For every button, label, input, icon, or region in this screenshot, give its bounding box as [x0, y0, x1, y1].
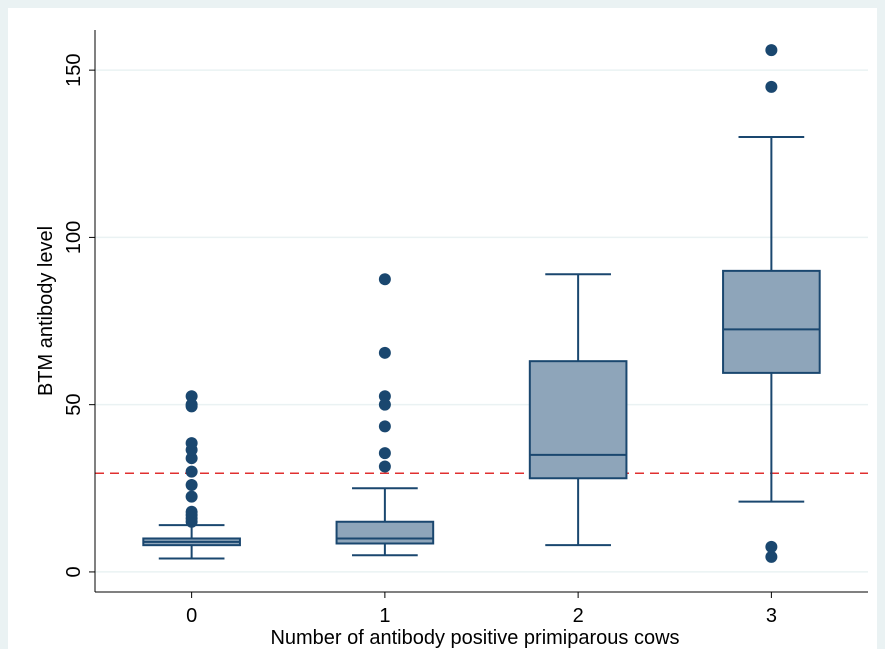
outlier-point: [378, 460, 391, 473]
outlier-point: [378, 273, 391, 286]
box-category-1: [335, 273, 435, 557]
outlier-point: [185, 452, 198, 465]
y-tick-label: 50: [63, 394, 85, 416]
outlier-point: [378, 398, 391, 411]
outlier-point: [185, 505, 198, 518]
x-tick-label: 3: [766, 605, 777, 627]
outlier-point: [185, 490, 198, 503]
x-tick-label: 2: [573, 605, 584, 627]
interquartile-box: [722, 269, 821, 374]
boxes-group: [142, 44, 821, 563]
box-category-2: [528, 273, 628, 547]
y-tick-label: 100: [63, 221, 85, 254]
box-category-3: [722, 44, 821, 563]
outlier-point: [378, 390, 391, 403]
outlier-point: [378, 420, 391, 433]
outlier-point: [765, 540, 778, 553]
interquartile-box: [335, 520, 435, 545]
axes-group: [94, 30, 868, 593]
outlier-point: [765, 550, 778, 563]
outlier-point: [185, 478, 198, 491]
outlier-point: [185, 390, 198, 403]
outlier-point: [185, 465, 198, 478]
interquartile-box: [528, 360, 628, 480]
x-tick-label: 0: [186, 605, 197, 627]
box-category-0: [142, 390, 241, 560]
outlier-point: [378, 346, 391, 359]
y-tick-label: 150: [63, 53, 85, 86]
outlier-point: [185, 398, 198, 411]
x-axis-title: Number of antibody positive primiparous …: [270, 627, 679, 649]
gridlines: [95, 69, 868, 573]
y-axis-title: BTM antibody level: [35, 226, 57, 396]
outlier-point: [765, 80, 778, 93]
outlier-point: [765, 44, 778, 57]
ticks-group: 0 50 100 150 0 1 2 3: [63, 53, 777, 627]
y-tick-label: 0: [63, 566, 85, 577]
outlier-point: [185, 437, 198, 450]
outlier-point: [378, 447, 391, 460]
x-tick-label: 1: [379, 605, 390, 627]
